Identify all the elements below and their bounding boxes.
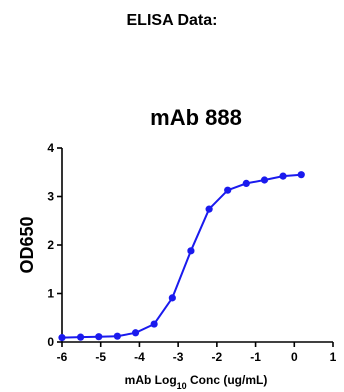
data-point: [95, 333, 103, 341]
x-tick-label: -1: [250, 350, 261, 364]
x-tick-label: -5: [95, 350, 106, 364]
data-point: [260, 176, 269, 184]
y-tick-label: 2: [47, 238, 54, 252]
x-axis-label: mAb Log10 Conc (ug/mL): [125, 373, 268, 391]
x-tick-label: 1: [330, 350, 337, 364]
x-tick-label: -6: [57, 350, 68, 364]
page-heading: ELISA Data:: [126, 12, 218, 29]
chart-title: mAb 888: [150, 105, 242, 130]
data-point: [224, 186, 232, 194]
y-tick-label: 4: [47, 141, 54, 155]
y-axis-label: OD650: [17, 216, 37, 273]
data-point: [242, 179, 250, 188]
data-point: [205, 205, 213, 213]
y-tick-label: 0: [47, 335, 54, 349]
data-point: [113, 332, 121, 340]
data-point: [187, 247, 195, 255]
data-point: [131, 329, 140, 337]
data-point: [279, 172, 287, 180]
series-line: [61, 173, 302, 339]
x-tick-label: 0: [291, 350, 298, 364]
x-tick-label: -2: [212, 350, 223, 364]
x-tick-label: -3: [173, 350, 184, 364]
data-point: [150, 320, 158, 328]
y-tick-label: 3: [47, 190, 54, 204]
data-point: [297, 171, 305, 179]
y-tick-label: 1: [47, 287, 54, 301]
data-point: [58, 334, 66, 342]
data-point: [168, 294, 176, 302]
x-tick-label: -4: [134, 350, 145, 364]
data-point: [76, 333, 85, 341]
